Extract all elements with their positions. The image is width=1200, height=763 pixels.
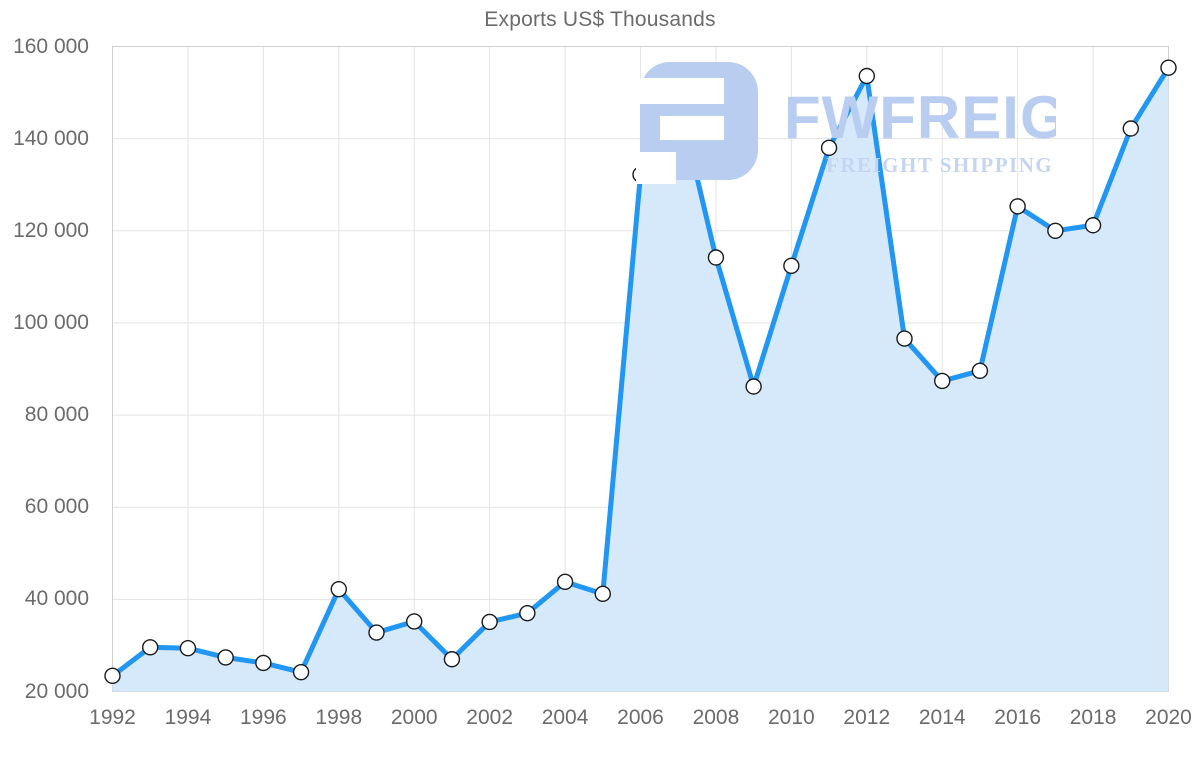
data-point-marker[interactable] (104, 667, 121, 685)
y-axis-tick-label: 60 000 (24, 495, 89, 519)
data-point-marker[interactable] (519, 604, 536, 622)
y-axis-tick-label: 20 000 (24, 679, 89, 703)
data-point-marker[interactable] (707, 249, 725, 266)
y-axis-tick-label: 160 000 (13, 34, 89, 58)
y-axis-tick-label: 80 000 (24, 403, 89, 427)
x-axis-tick-label: 1992 (89, 706, 136, 729)
x-axis-tick-label: 2000 (390, 706, 438, 729)
x-axis-tick-label: 2004 (541, 706, 589, 729)
data-point-marker[interactable] (179, 639, 197, 657)
data-point-marker[interactable] (820, 139, 838, 157)
area-fill (112, 67, 1169, 692)
x-axis-tick-label: 1996 (239, 706, 287, 729)
x-axis-tick-label: 2018 (1069, 706, 1117, 729)
data-point-marker[interactable] (1009, 198, 1026, 215)
x-axis-tick-label: 2012 (843, 706, 891, 729)
y-axis-tick-label: 140 000 (13, 126, 89, 150)
data-point-marker[interactable] (858, 67, 875, 85)
data-point-marker[interactable] (971, 362, 989, 380)
data-point-marker[interactable] (896, 330, 913, 347)
data-point-marker[interactable] (1047, 222, 1064, 239)
x-axis-tick-label: 2014 (918, 706, 966, 729)
chart-title: Exports US$ Thousands (484, 8, 716, 31)
data-point-marker[interactable] (594, 585, 611, 603)
data-point-marker[interactable] (330, 581, 347, 598)
data-point-marker[interactable] (934, 372, 951, 390)
x-axis-tick-label: 2020 (1145, 706, 1192, 729)
data-point-marker[interactable] (670, 89, 687, 107)
x-axis-tick-label: 2006 (617, 706, 664, 729)
data-point-marker[interactable] (255, 654, 272, 672)
data-point-marker[interactable] (783, 257, 800, 274)
data-point-marker[interactable] (292, 663, 310, 681)
data-point-marker[interactable] (368, 624, 385, 641)
x-axis-tick-label: 2010 (767, 706, 815, 729)
data-point-marker[interactable] (745, 378, 762, 395)
data-point-marker[interactable] (481, 613, 498, 631)
x-axis-tick-label: 2016 (994, 706, 1041, 729)
data-point-marker[interactable] (406, 613, 423, 630)
x-axis-tick-label: 2008 (692, 706, 740, 729)
x-axis-tick-label: 2002 (466, 706, 513, 729)
y-axis-tick-label: 120 000 (13, 218, 89, 242)
data-point-marker[interactable] (142, 639, 159, 656)
y-axis-tick-label: 100 000 (13, 310, 89, 334)
data-point-marker[interactable] (1084, 217, 1102, 234)
data-point-marker[interactable] (1160, 59, 1177, 76)
data-point-marker[interactable] (443, 651, 461, 668)
y-axis-tick-label: 40 000 (24, 587, 89, 611)
data-point-marker[interactable] (217, 649, 234, 666)
data-point-marker[interactable] (1122, 120, 1139, 137)
x-axis-tick-label: 1998 (315, 706, 363, 729)
x-axis-tick-label: 1994 (164, 706, 212, 729)
data-point-marker[interactable] (556, 573, 574, 591)
data-point-marker[interactable] (632, 166, 649, 183)
